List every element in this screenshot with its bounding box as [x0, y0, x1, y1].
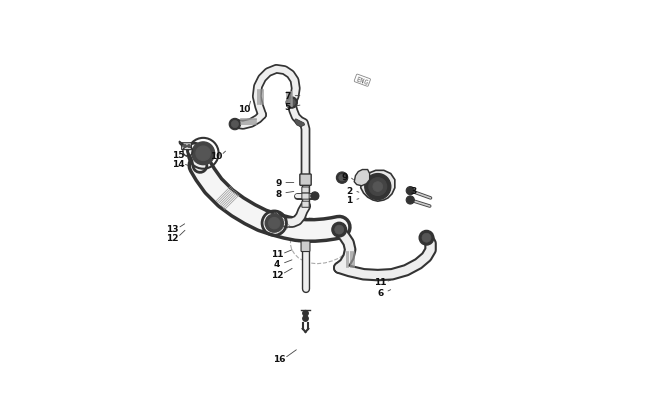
Text: 13: 13 — [166, 224, 179, 233]
Circle shape — [286, 98, 298, 109]
Circle shape — [231, 121, 239, 128]
Text: 15: 15 — [172, 150, 185, 159]
Circle shape — [192, 143, 215, 165]
Circle shape — [335, 226, 344, 234]
Circle shape — [265, 215, 283, 232]
Text: 7: 7 — [285, 92, 291, 101]
FancyBboxPatch shape — [182, 143, 192, 150]
FancyBboxPatch shape — [300, 175, 311, 186]
Circle shape — [311, 192, 319, 200]
FancyBboxPatch shape — [302, 202, 309, 208]
Text: 11: 11 — [271, 250, 283, 259]
Text: 2: 2 — [346, 187, 352, 196]
Circle shape — [422, 234, 431, 243]
Polygon shape — [294, 119, 305, 128]
Text: 10: 10 — [210, 151, 222, 160]
Circle shape — [196, 147, 211, 161]
Polygon shape — [361, 171, 395, 202]
Circle shape — [339, 175, 345, 181]
Text: 14: 14 — [172, 160, 185, 168]
Circle shape — [268, 218, 280, 229]
Circle shape — [288, 100, 295, 107]
Circle shape — [419, 231, 434, 245]
Circle shape — [183, 145, 187, 148]
Text: 12: 12 — [271, 270, 283, 279]
Circle shape — [406, 196, 414, 205]
Text: 3: 3 — [410, 187, 417, 196]
Circle shape — [406, 187, 414, 195]
Polygon shape — [354, 170, 370, 186]
FancyBboxPatch shape — [301, 241, 310, 252]
Circle shape — [303, 316, 308, 322]
Circle shape — [365, 174, 391, 200]
Text: 16: 16 — [273, 354, 286, 363]
Circle shape — [336, 173, 348, 184]
Text: 5: 5 — [285, 103, 291, 112]
FancyBboxPatch shape — [302, 188, 309, 194]
Text: 8: 8 — [275, 189, 281, 198]
Circle shape — [303, 311, 308, 316]
Text: ENG: ENG — [356, 76, 369, 86]
Text: 9: 9 — [275, 179, 281, 188]
Text: 10: 10 — [238, 105, 250, 114]
Circle shape — [373, 182, 383, 192]
FancyBboxPatch shape — [302, 194, 309, 200]
Circle shape — [332, 223, 346, 237]
Text: 11: 11 — [374, 278, 387, 287]
Text: 6: 6 — [378, 288, 384, 297]
Text: 9: 9 — [341, 173, 348, 181]
Text: 4: 4 — [274, 260, 280, 269]
Circle shape — [187, 145, 190, 148]
Circle shape — [229, 119, 240, 130]
Circle shape — [369, 178, 387, 196]
Text: 1: 1 — [346, 196, 352, 205]
Text: 12: 12 — [166, 233, 179, 242]
